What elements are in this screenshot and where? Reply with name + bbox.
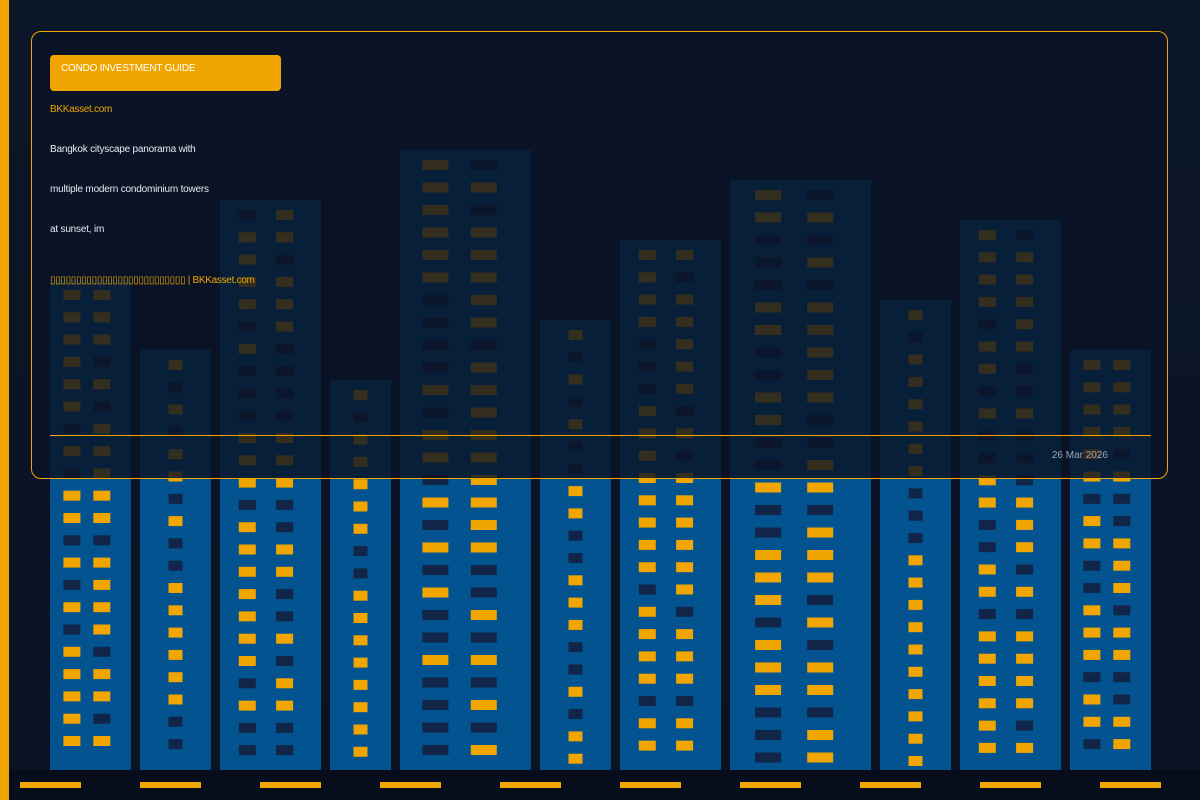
road-dash (260, 782, 321, 788)
road-dash (620, 782, 681, 788)
info-card (31, 31, 1168, 479)
publish-date: 26 Mar 2026 (1051, 450, 1108, 461)
road-dash (20, 782, 81, 788)
road-dash (980, 782, 1041, 788)
description-line-2: multiple modern condominium towers (50, 184, 209, 195)
left-accent-bar (0, 0, 9, 800)
road-dash (740, 782, 801, 788)
road-dash (380, 782, 441, 788)
road-dash (140, 782, 201, 788)
description-line-1: Bangkok cityscape panorama with (50, 144, 196, 155)
category-badge: CONDO INVESTMENT GUIDE (50, 55, 281, 91)
description-line-3: at sunset, im (50, 224, 105, 235)
image-credit: ▯▯▯▯▯▯▯▯▯▯▯▯▯▯▯▯▯▯▯▯▯▯▯▯▯▯ | BKKasset.co… (50, 275, 255, 286)
road-markings (20, 782, 1161, 788)
road-dash (1100, 782, 1161, 788)
road-dash (860, 782, 921, 788)
card-divider (50, 435, 1151, 436)
site-name[interactable]: BKKasset.com (50, 104, 112, 115)
road-dash (500, 782, 561, 788)
